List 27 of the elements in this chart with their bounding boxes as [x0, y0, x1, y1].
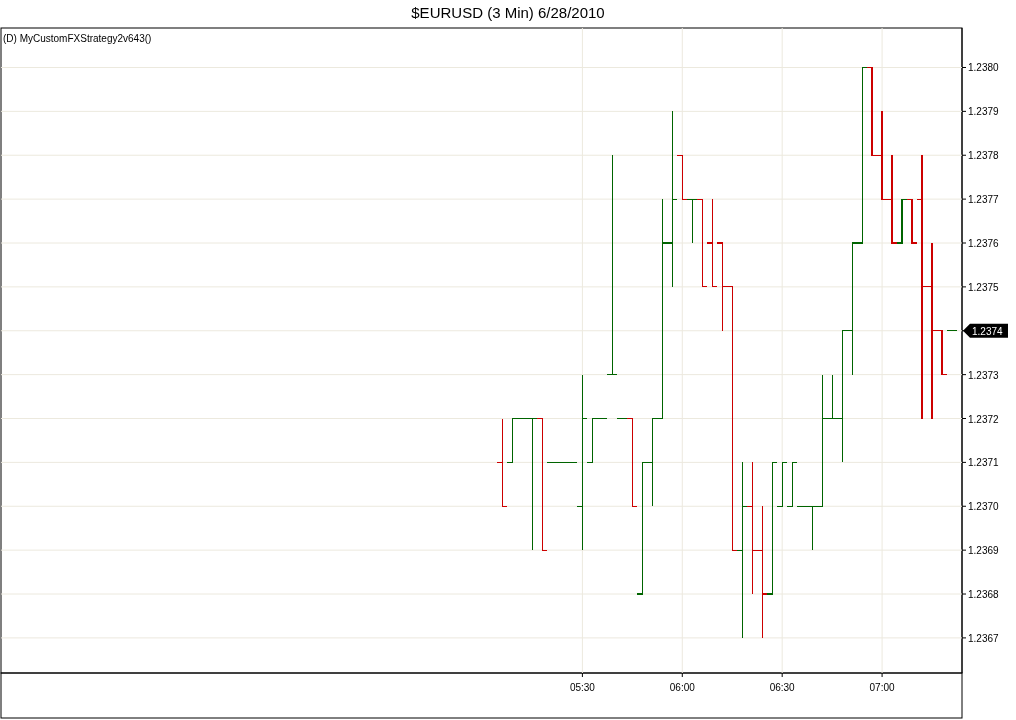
- candlestick: [736, 461, 748, 639]
- x-tick-label: 06:00: [669, 682, 696, 693]
- y-tick-label: 1.2370: [968, 501, 1000, 513]
- y-tick-label: 1.2377: [968, 194, 1000, 206]
- y-tick-label: 1.2375: [968, 281, 1000, 293]
- candlestick: [706, 198, 718, 288]
- y-tick-label: 1.2379: [968, 106, 1000, 118]
- x-tick-label: 05:30: [569, 682, 596, 693]
- y-tick-label: 1.2373: [968, 369, 1000, 381]
- y-tick-label: 1.2372: [968, 413, 1000, 425]
- y-tick-label: 1.2369: [968, 545, 1000, 557]
- candlestick: [576, 374, 588, 551]
- candlestick: [496, 417, 509, 507]
- y-tick-label: 1.2378: [968, 150, 1000, 162]
- text: 1.2374: [972, 325, 1004, 337]
- annotation: (D) MyCustomFXStrategy2v643(): [3, 33, 152, 44]
- y-tick-label: 1.2371: [968, 457, 1000, 469]
- y-tick-label: 1.2380: [968, 62, 1000, 74]
- candlestick: [906, 198, 918, 244]
- y-tick-label: 1.2376: [968, 238, 1000, 249]
- y-tick-label: 1.2367: [968, 632, 1000, 644]
- candlestick: [686, 198, 698, 244]
- candlestick: [896, 198, 908, 244]
- x-tick-label: 07:00: [869, 682, 896, 693]
- y-tick-label: 1.2368: [968, 589, 1000, 601]
- chart-title: $EURUSD (3 Min) 6/28/2010: [411, 4, 605, 21]
- x-tick-label: 06:30: [769, 682, 796, 693]
